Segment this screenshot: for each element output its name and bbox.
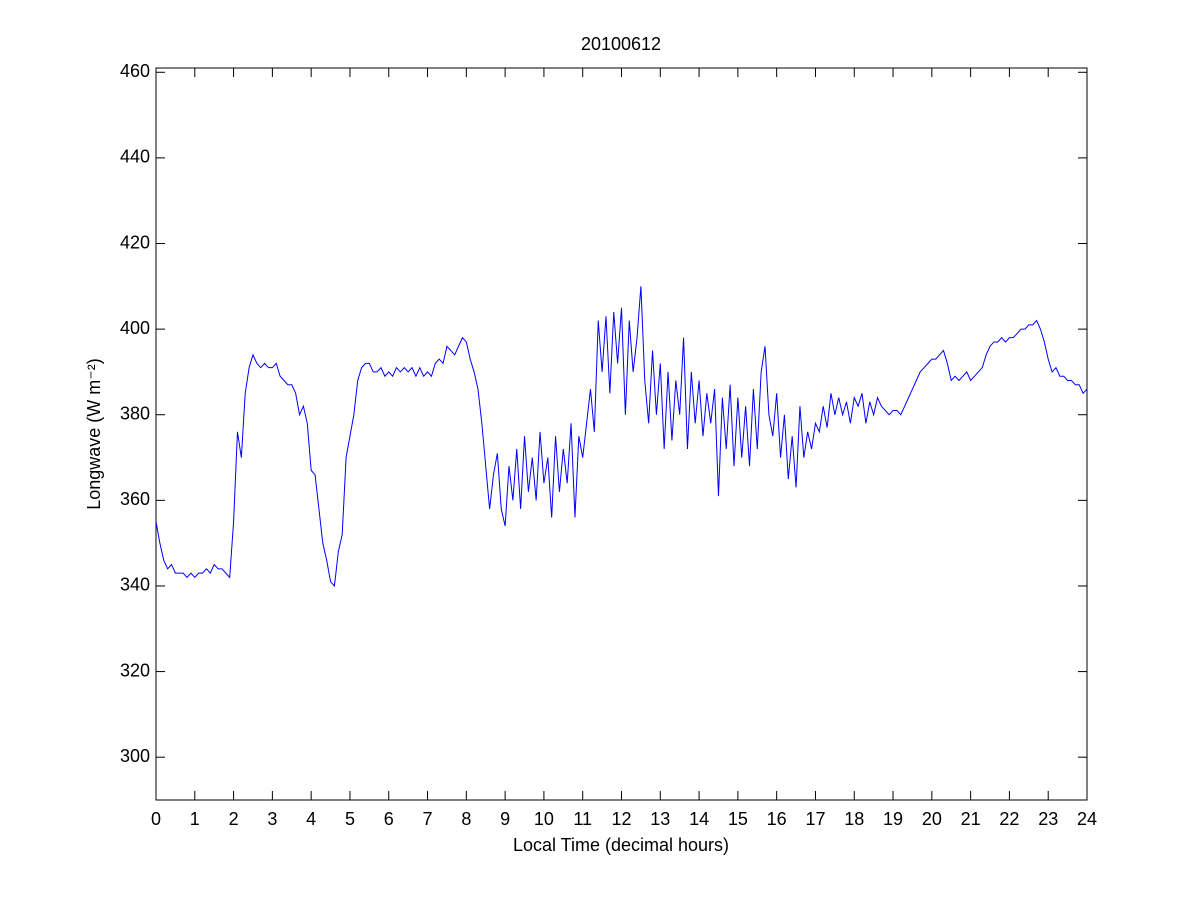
y-tick-label: 340 xyxy=(120,575,150,595)
x-axis-label: Local Time (decimal hours) xyxy=(513,835,729,855)
y-tick-label: 400 xyxy=(120,318,150,338)
x-tick-label: 21 xyxy=(961,809,981,829)
x-tick-label: 18 xyxy=(844,809,864,829)
x-tick-label: 23 xyxy=(1038,809,1058,829)
x-tick-label: 12 xyxy=(611,809,631,829)
y-tick-label: 300 xyxy=(120,746,150,766)
x-tick-label: 16 xyxy=(767,809,787,829)
x-tick-label: 7 xyxy=(423,809,433,829)
x-tick-label: 22 xyxy=(999,809,1019,829)
x-tick-label: 24 xyxy=(1077,809,1097,829)
y-tick-label: 440 xyxy=(120,147,150,167)
x-tick-label: 6 xyxy=(384,809,394,829)
chart-title: 20100612 xyxy=(581,34,661,54)
x-tick-label: 15 xyxy=(728,809,748,829)
x-tick-label: 14 xyxy=(689,809,709,829)
y-tick-label: 380 xyxy=(120,403,150,423)
y-tick-label: 420 xyxy=(120,232,150,252)
x-tick-label: 13 xyxy=(650,809,670,829)
x-tick-label: 19 xyxy=(883,809,903,829)
y-axis-label: Longwave (W m⁻²) xyxy=(84,358,104,510)
x-tick-label: 4 xyxy=(306,809,316,829)
y-tick-label: 360 xyxy=(120,489,150,509)
y-tick-label: 460 xyxy=(120,61,150,81)
data-line xyxy=(155,286,1088,588)
x-tick-label: 0 xyxy=(151,809,161,829)
x-tick-label: 1 xyxy=(190,809,200,829)
x-tick-label: 2 xyxy=(229,809,239,829)
plot-frame xyxy=(155,67,1088,801)
x-tick-label: 8 xyxy=(461,809,471,829)
x-tick-label: 11 xyxy=(573,809,592,829)
x-tick-label: 17 xyxy=(805,809,825,829)
x-tick-label: 20 xyxy=(922,809,942,829)
x-tick-label: 10 xyxy=(534,809,554,829)
x-tick-label: 3 xyxy=(267,809,277,829)
x-tick-label: 5 xyxy=(345,809,355,829)
y-tick-label: 320 xyxy=(120,660,150,680)
x-tick-label: 9 xyxy=(500,809,510,829)
